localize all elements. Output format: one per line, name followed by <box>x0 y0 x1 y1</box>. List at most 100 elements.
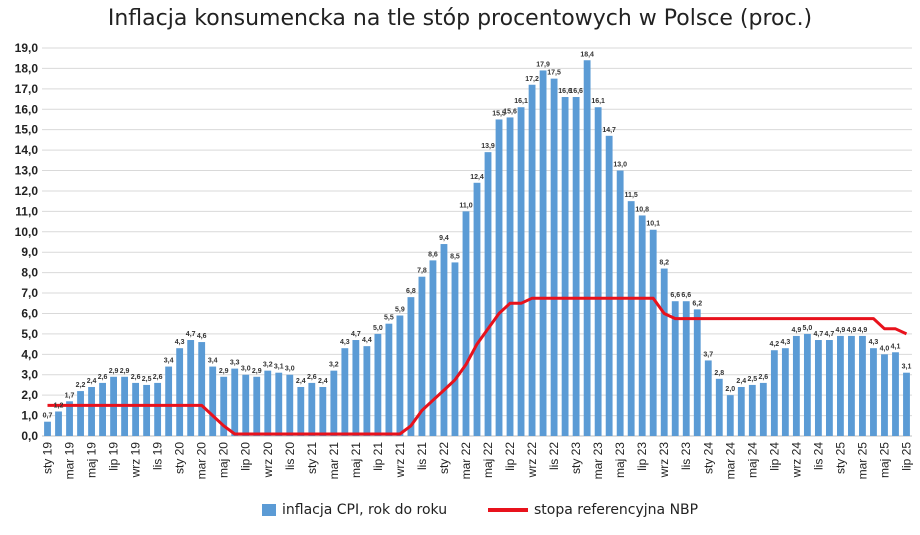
cpi-bar <box>814 340 822 436</box>
cpi-data-label: 9,4 <box>439 235 449 242</box>
cpi-data-label: 1,2 <box>54 402 64 409</box>
cpi-data-label: 2,4 <box>87 378 97 385</box>
cpi-bar <box>319 386 327 436</box>
cpi-data-label: 2,6 <box>153 374 163 381</box>
cpi-bar <box>143 384 151 436</box>
cpi-data-label: 4,9 <box>791 327 801 334</box>
cpi-data-label: 12,4 <box>470 174 484 181</box>
x-tick-label: lis 21 <box>415 442 429 470</box>
cpi-data-label: 10,8 <box>635 206 649 213</box>
cpi-bar <box>693 309 701 436</box>
legend-label-cpi: inflacja CPI, rok do roku <box>282 502 448 518</box>
cpi-bar <box>385 323 393 436</box>
cpi-data-label: 2,9 <box>219 368 229 375</box>
cpi-bar <box>99 382 106 436</box>
cpi-bar <box>616 170 624 437</box>
cpi-data-label: 3,4 <box>164 358 174 365</box>
x-tick-label: sty 23 <box>569 442 583 474</box>
x-tick-label: maj 19 <box>85 442 99 478</box>
cpi-data-label: 2,6 <box>98 374 108 381</box>
y-tick-label: 4,0 <box>21 347 38 361</box>
cpi-bar <box>209 366 217 436</box>
cpi-data-label: 4,7 <box>814 331 824 338</box>
cpi-bar <box>892 352 899 436</box>
cpi-data-label: 17,2 <box>525 76 539 83</box>
x-tick-label: maj 20 <box>217 442 231 478</box>
cpi-data-label: 4,7 <box>825 331 835 338</box>
cpi-data-label: 8,6 <box>428 251 438 258</box>
cpi-bar <box>561 97 569 436</box>
x-tick-label: maj 24 <box>745 442 759 478</box>
y-tick-label: 10,0 <box>15 225 39 239</box>
cpi-data-label: 3,4 <box>208 358 218 365</box>
x-tick-label: sty 21 <box>305 442 319 474</box>
x-tick-label: lis 23 <box>679 442 693 470</box>
cpi-bar <box>583 60 591 437</box>
cpi-data-label: 16,6 <box>569 88 583 95</box>
cpi-bar <box>704 360 712 436</box>
cpi-data-label: 16,1 <box>514 98 528 105</box>
cpi-data-label: 15,5 <box>492 110 506 117</box>
x-tick-label: mar 25 <box>855 442 869 480</box>
cpi-data-label: 15,6 <box>503 108 517 115</box>
x-tick-label: lis 20 <box>283 442 297 470</box>
cpi-bar <box>440 244 448 436</box>
cpi-bar <box>451 262 459 436</box>
cpi-bar <box>671 301 679 436</box>
y-tick-label: 15,0 <box>15 123 39 137</box>
x-tick-label: wrz 23 <box>657 442 671 479</box>
cpi-bar <box>286 374 294 436</box>
x-tick-label: sty 19 <box>41 442 55 474</box>
y-tick-label: 19,0 <box>15 41 39 55</box>
cpi-data-label: 3,1 <box>902 364 912 371</box>
cpi-data-label: 11,0 <box>459 202 472 209</box>
cpi-data-label: 2,6 <box>131 374 141 381</box>
x-tick-label: lis 22 <box>547 442 561 470</box>
cpi-data-label: 4,4 <box>362 337 372 344</box>
x-tick-label: mar 20 <box>195 442 209 480</box>
cpi-data-label: 4,6 <box>197 333 207 340</box>
x-tick-label: lis 24 <box>811 442 825 470</box>
cpi-data-label: 7,8 <box>417 268 427 275</box>
y-tick-label: 5,0 <box>21 327 38 341</box>
cpi-data-label: 2,2 <box>76 382 86 389</box>
y-tick-label: 18,0 <box>15 61 39 75</box>
cpi-bar <box>264 370 272 436</box>
cpi-bar <box>539 70 547 436</box>
legend-item-nbp: stopa referencyjna NBP <box>488 502 698 518</box>
cpi-bar <box>825 340 833 436</box>
x-tick-label: lip 22 <box>503 442 517 471</box>
cpi-data-label: 4,3 <box>869 339 879 346</box>
y-tick-label: 17,0 <box>15 82 39 96</box>
cpi-data-label: 2,4 <box>318 378 328 385</box>
cpi-bar <box>374 333 382 436</box>
cpi-bar <box>848 335 855 436</box>
cpi-data-label: 4,0 <box>880 345 890 352</box>
cpi-bar <box>484 152 492 436</box>
cpi-data-label: 6,6 <box>670 292 680 299</box>
cpi-data-label: 4,3 <box>780 339 790 346</box>
x-tick-label: lip 25 <box>899 442 913 471</box>
cpi-data-label: 4,7 <box>186 331 196 338</box>
cpi-data-label: 4,9 <box>858 327 868 334</box>
cpi-data-label: 11,5 <box>625 192 638 199</box>
cpi-data-label: 8,5 <box>450 253 460 260</box>
x-tick-label: maj 22 <box>481 442 495 478</box>
cpi-data-label: 3,2 <box>329 362 339 369</box>
cpi-data-label: 2,4 <box>296 378 306 385</box>
cpi-data-label: 4,3 <box>340 339 350 346</box>
cpi-data-label: 2,8 <box>714 370 724 377</box>
cpi-data-label: 2,9 <box>120 368 130 375</box>
cpi-bar <box>429 260 437 436</box>
cpi-bar <box>517 107 525 436</box>
x-tick-label: sty 24 <box>701 442 715 474</box>
cpi-data-label: 3,0 <box>241 366 251 373</box>
cpi-data-label: 3,1 <box>274 364 284 371</box>
cpi-data-label: 2,6 <box>307 374 317 381</box>
cpi-data-label: 8,2 <box>659 260 669 267</box>
cpi-bar <box>154 382 162 436</box>
cpi-data-label: 0,7 <box>43 413 53 420</box>
cpi-bar <box>220 376 228 436</box>
cpi-data-label: 4,7 <box>351 331 361 338</box>
cpi-bar <box>682 301 690 436</box>
